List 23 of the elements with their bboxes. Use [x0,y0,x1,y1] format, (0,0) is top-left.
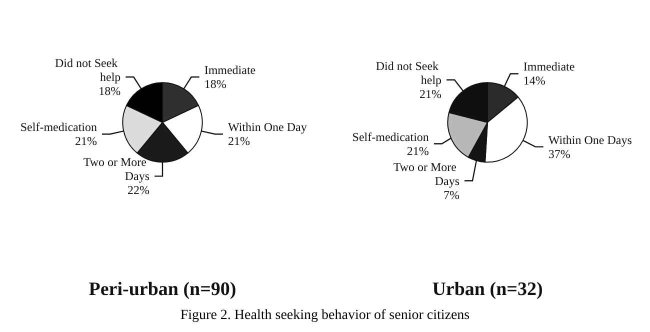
data-label: 22% [128,183,150,198]
slice-label: Immediate [204,62,256,77]
data-label: 18% [204,76,226,91]
data-label: 21% [406,144,429,158]
slice-label: Self-medication [352,130,429,144]
slice-label: Two or More Days [83,155,150,184]
text: Peri-urban (n=90) [88,279,236,300]
data-label: 21% [75,134,98,148]
slice-label: Within One Days [548,132,632,147]
data-label: 37% [548,146,570,161]
slice-label: Did not Seek help [376,58,442,87]
slice-label: Immediate [523,60,575,74]
slice-label: Within One Day [228,120,307,134]
text: Urban (n=32) [432,279,543,300]
data-label: 14% [523,74,546,88]
data-label: 7% [443,188,460,202]
slice-label: Self-medication [20,120,98,134]
data-label: 21% [420,86,442,101]
data-label: 21% [228,134,250,148]
slice-label: Two or More Days [393,160,460,188]
caption: Figure 2. Health seeking behavior of senior citizens [179,308,471,324]
data-label: 18% [98,84,121,98]
slice-label: Did not Seek help [55,56,121,84]
